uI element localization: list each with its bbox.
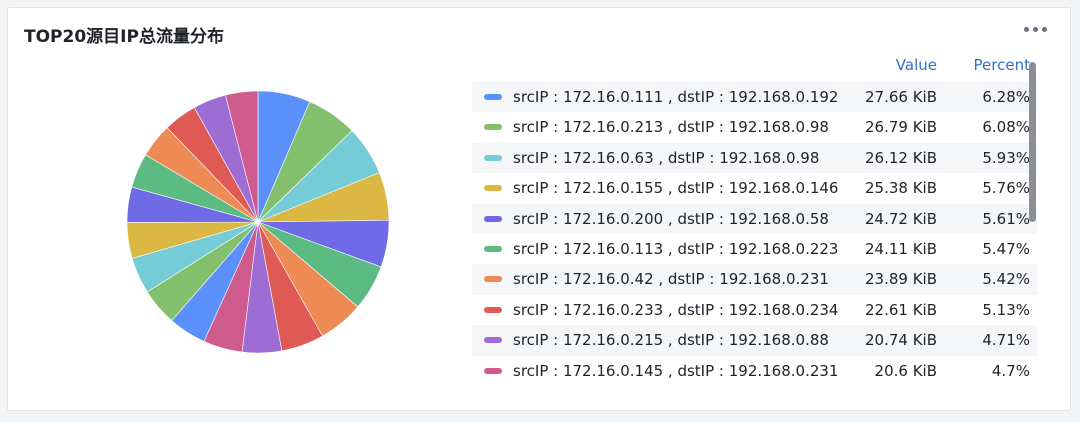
legend-row[interactable]: srcIP : 172.16.0.113 , dstIP : 192.168.0… [472,234,1037,264]
legend-value: 27.66 KiB [864,88,937,106]
legend-header: Value Percent [472,56,1037,78]
legend-label: srcIP : 172.16.0.111 , dstIP : 192.168.0… [513,88,839,106]
legend-row[interactable]: srcIP : 172.16.0.233 , dstIP : 192.168.0… [472,295,1037,325]
pie-slice[interactable] [225,90,259,223]
legend-row[interactable]: srcIP : 172.16.0.213 , dstIP : 192.168.0… [472,112,1037,142]
legend-row[interactable]: srcIP : 172.16.0.111 , dstIP : 192.168.0… [472,82,1037,113]
legend-label: srcIP : 172.16.0.155 , dstIP : 192.168.0… [513,179,839,198]
legend-value: 24.11 KiB [864,239,937,258]
legend-label: srcIP : 172.16.0.113 , dstIP : 192.168.0… [513,239,839,258]
legend-scrollbar[interactable] [1029,62,1036,222]
legend-table: Value Percent srcIP : 172.16.0.111 , dst… [472,52,1037,382]
legend-swatch [484,367,502,374]
legend-row[interactable]: srcIP : 172.16.0.145 , dstIP : 192.168.0… [472,356,1037,382]
legend-percent: 5.61% [982,209,1030,228]
legend-row[interactable]: srcIP : 172.16.0.42 , dstIP : 192.168.0.… [472,264,1037,295]
legend-label: srcIP : 172.16.0.213 , dstIP : 192.168.0… [513,118,829,137]
legend-row[interactable]: srcIP : 172.16.0.215 , dstIP : 192.168.0… [472,325,1037,356]
legend-label: srcIP : 172.16.0.200 , dstIP : 192.168.0… [513,209,829,228]
legend-value: 23.89 KiB [864,270,937,289]
legend-percent: 6.08% [982,118,1030,137]
dot [1024,26,1029,32]
legend-row[interactable]: srcIP : 172.16.0.63 , dstIP : 192.168.0.… [472,142,1037,174]
legend-swatch [484,215,502,222]
more-options-icon[interactable] [1024,23,1050,35]
legend-value: 24.72 KiB [864,209,937,228]
legend-swatch [484,306,502,313]
legend-swatch [484,337,502,344]
legend-row[interactable]: srcIP : 172.16.0.200 , dstIP : 192.168.0… [472,203,1037,234]
legend-percent: 5.47% [982,239,1030,258]
legend-label: srcIP : 172.16.0.42 , dstIP : 192.168.0.… [513,270,829,289]
legend-percent: 4.7% [991,361,1030,380]
dot [1033,26,1038,32]
legend-value: 20.74 KiB [864,331,937,350]
legend-label: srcIP : 172.16.0.63 , dstIP : 192.168.0.… [513,148,820,167]
legend-label: srcIP : 172.16.0.215 , dstIP : 192.168.0… [513,331,829,350]
legend-label: srcIP : 172.16.0.233 , dstIP : 192.168.0… [513,300,839,319]
pie-chart [126,90,390,354]
legend-percent: 5.13% [982,300,1030,319]
value-column-header[interactable]: Value [895,56,937,74]
dot [1042,26,1047,32]
legend-label: srcIP : 172.16.0.145 , dstIP : 192.168.0… [513,361,839,380]
legend-swatch [484,185,502,192]
legend-value: 26.79 KiB [864,118,937,137]
legend-value: 22.61 KiB [864,300,937,319]
legend-value: 20.6 KiB [874,361,937,380]
legend-swatch [484,124,502,131]
legend-percent: 6.28% [982,88,1030,106]
legend-swatch [484,245,502,252]
legend-percent: 5.76% [982,179,1030,198]
legend-swatch [484,154,502,161]
legend-row[interactable]: srcIP : 172.16.0.155 , dstIP : 192.168.0… [472,173,1037,203]
legend-value: 25.38 KiB [864,179,937,198]
legend-value: 26.12 KiB [864,148,937,167]
legend-swatch [484,276,502,283]
legend-percent: 4.71% [982,331,1030,350]
legend-percent: 5.93% [982,148,1030,167]
legend-percent: 5.42% [982,270,1030,289]
legend-rows: srcIP : 172.16.0.111 , dstIP : 192.168.0… [472,82,1037,382]
legend-swatch [484,94,502,100]
percent-column-header[interactable]: Percent [973,56,1030,74]
panel-title: TOP20源目IP总流量分布 [24,27,224,47]
